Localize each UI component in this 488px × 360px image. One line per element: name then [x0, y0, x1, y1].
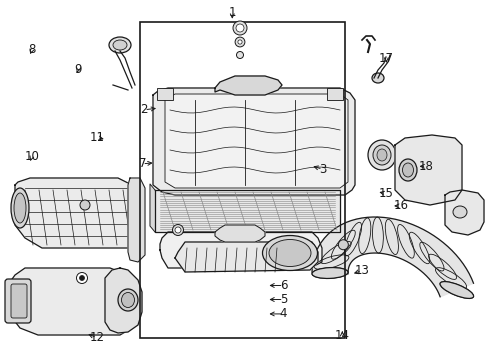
Polygon shape — [15, 178, 140, 248]
Ellipse shape — [113, 40, 127, 50]
Text: 7: 7 — [138, 157, 146, 170]
Ellipse shape — [372, 145, 390, 165]
Polygon shape — [128, 178, 145, 262]
Polygon shape — [215, 225, 264, 242]
Ellipse shape — [172, 225, 183, 235]
Circle shape — [76, 273, 87, 284]
Polygon shape — [10, 268, 138, 335]
Text: 2: 2 — [140, 103, 148, 116]
Ellipse shape — [14, 193, 26, 223]
Ellipse shape — [118, 289, 138, 311]
Text: 13: 13 — [354, 264, 368, 277]
Text: 3: 3 — [318, 163, 326, 176]
Text: 18: 18 — [418, 160, 433, 173]
Bar — [157, 88, 173, 100]
Text: 5: 5 — [279, 293, 287, 306]
Ellipse shape — [109, 37, 131, 53]
Ellipse shape — [367, 140, 395, 170]
Text: 8: 8 — [28, 43, 36, 56]
Circle shape — [238, 40, 242, 44]
Text: 9: 9 — [74, 63, 82, 76]
Circle shape — [232, 21, 246, 35]
Ellipse shape — [398, 159, 416, 181]
Polygon shape — [160, 232, 321, 268]
Circle shape — [80, 275, 84, 280]
Text: 10: 10 — [24, 150, 39, 163]
Ellipse shape — [268, 239, 310, 266]
Polygon shape — [444, 190, 483, 235]
Ellipse shape — [175, 227, 181, 233]
Circle shape — [235, 37, 244, 47]
Text: 17: 17 — [378, 52, 393, 65]
Circle shape — [338, 240, 347, 250]
Polygon shape — [153, 88, 354, 195]
Text: 4: 4 — [279, 307, 287, 320]
Polygon shape — [175, 242, 317, 272]
Text: 15: 15 — [378, 187, 393, 200]
Polygon shape — [311, 217, 472, 297]
Polygon shape — [394, 135, 461, 205]
FancyBboxPatch shape — [11, 284, 27, 318]
Circle shape — [80, 200, 90, 210]
Circle shape — [236, 51, 243, 58]
Ellipse shape — [439, 282, 473, 298]
Ellipse shape — [11, 188, 29, 228]
Bar — [326, 88, 342, 100]
FancyBboxPatch shape — [5, 279, 31, 323]
Ellipse shape — [371, 73, 383, 83]
Polygon shape — [105, 268, 142, 333]
Bar — [140, 22, 345, 338]
Text: 12: 12 — [89, 331, 104, 344]
Ellipse shape — [262, 235, 317, 270]
Polygon shape — [215, 76, 282, 95]
Circle shape — [236, 24, 244, 32]
Polygon shape — [155, 190, 339, 232]
Text: 6: 6 — [279, 279, 287, 292]
Ellipse shape — [311, 267, 347, 279]
Ellipse shape — [452, 206, 466, 218]
Text: 1: 1 — [228, 6, 236, 19]
Ellipse shape — [402, 163, 413, 177]
Text: 14: 14 — [334, 329, 349, 342]
Text: 11: 11 — [89, 131, 104, 144]
Polygon shape — [164, 94, 347, 188]
Ellipse shape — [376, 149, 386, 161]
Text: 16: 16 — [393, 199, 407, 212]
Polygon shape — [150, 184, 155, 232]
Ellipse shape — [121, 292, 134, 307]
